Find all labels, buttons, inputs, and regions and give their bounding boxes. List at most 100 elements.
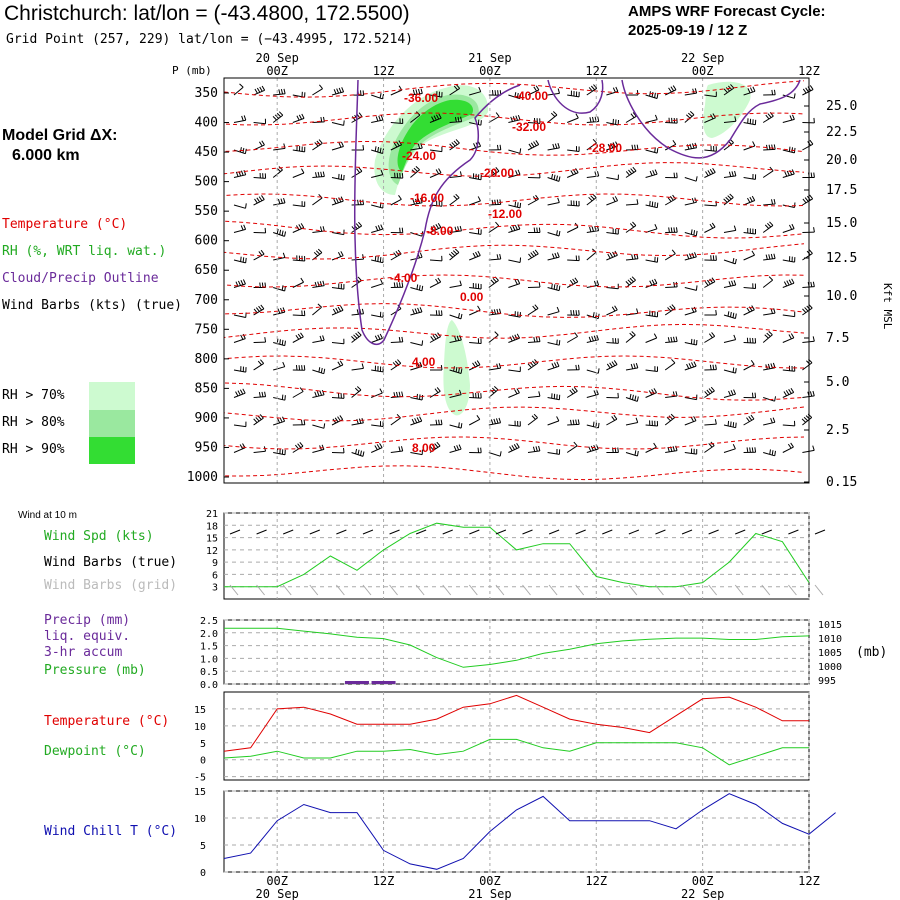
wind-barb-staff <box>763 421 776 426</box>
wind-barb-feather <box>516 442 520 448</box>
surface-wind-barb <box>256 529 267 535</box>
wind-barb-feather <box>478 141 482 147</box>
height-tick-label: 12.5 <box>826 251 857 266</box>
wind-barb-staff <box>723 393 736 398</box>
wind-barb-feather <box>789 115 793 121</box>
surface-wind-barb <box>708 529 719 535</box>
wind-barb-feather <box>731 280 734 286</box>
wind-barb-staff <box>371 392 383 398</box>
wind-barb-feather <box>455 139 460 144</box>
wind-barb-feather <box>240 279 244 285</box>
wind-barb-staff <box>273 147 286 151</box>
wind-barb-feather <box>527 363 532 368</box>
wind-barb-feather <box>693 416 697 421</box>
wind-barb-feather <box>767 113 772 118</box>
wind-barb-staff <box>645 282 658 288</box>
wind-barb-feather <box>751 250 755 256</box>
wind-barb-staff <box>704 94 717 98</box>
wind-barb-staff <box>312 175 325 178</box>
wind-barb-feather <box>625 281 630 286</box>
wind-barb-feather <box>536 227 538 233</box>
wind-barb-staff <box>351 313 364 316</box>
wind-barb-staff <box>586 87 598 96</box>
wind-barb-feather <box>630 113 635 118</box>
wind-barb-feather <box>813 172 815 178</box>
wind-barb-feather <box>261 195 265 200</box>
wind-barb-feather <box>322 335 325 341</box>
wind-barb-feather <box>517 202 519 208</box>
wind-barb-feather <box>732 312 735 318</box>
surface-wind-barb <box>469 529 480 535</box>
wind-barb-staff <box>390 253 402 261</box>
wind-barb-feather <box>359 199 362 205</box>
surface-wind-barb-grid <box>282 584 292 596</box>
wind-barb-feather <box>358 112 363 117</box>
wind-barb-feather <box>686 363 690 369</box>
wind-barb-feather <box>451 142 456 147</box>
wind-barb-feather <box>629 332 634 337</box>
wind-barb-feather <box>554 143 558 149</box>
wind-barb-feather <box>596 280 600 286</box>
pressure-axis-title: P (mb) <box>172 64 212 77</box>
wind-barb-staff <box>743 309 755 316</box>
wind-barb-staff <box>762 225 774 233</box>
wind-barb-staff <box>625 115 637 123</box>
wind-barb-staff <box>743 418 755 426</box>
wind-barb-feather <box>556 306 560 312</box>
wind-barb-staff <box>547 114 558 123</box>
bottom-date-label: 21 Sep <box>468 887 511 900</box>
wind-barb-feather <box>240 256 242 262</box>
wind-barb-staff <box>547 311 560 316</box>
wind-barb-feather <box>475 251 479 257</box>
wind-barb-staff <box>645 173 658 178</box>
wind-barb-feather <box>398 336 401 343</box>
wind-barb-feather <box>670 227 673 233</box>
wind-barb-feather <box>750 414 755 420</box>
wind-barb-feather <box>358 418 362 424</box>
wind-barb-feather <box>784 171 788 177</box>
wind-barb-feather <box>533 227 536 233</box>
wind-barb-staff <box>762 170 774 178</box>
wind-barb-feather <box>675 281 678 287</box>
wind-barb-feather <box>282 416 286 422</box>
rh-shading-4 <box>703 81 751 138</box>
wind-barb-feather <box>477 447 480 453</box>
wind-barb-staff <box>292 149 305 153</box>
wind-barb-staff <box>763 312 776 316</box>
wind-barb-staff <box>567 423 580 426</box>
wind-barb-feather <box>596 334 599 340</box>
wind-barb-feather <box>418 285 421 291</box>
wind-barb-feather <box>804 197 809 202</box>
wind-barb-feather <box>791 169 795 175</box>
wind-barb-staff <box>312 369 324 375</box>
wind-barb-feather <box>558 176 561 182</box>
wind-barb-feather <box>615 141 619 147</box>
wind-barb-feather <box>258 196 263 202</box>
wind-barb-feather <box>431 116 435 122</box>
wind-barb-feather <box>653 333 658 339</box>
wind-barb-feather <box>731 171 734 177</box>
wind-barb-feather <box>314 281 318 287</box>
wind-barb-feather <box>691 198 695 204</box>
wind-barb-staff <box>253 308 265 316</box>
wind-barb-feather <box>319 335 323 341</box>
wind-barb-feather <box>255 417 260 422</box>
wind-barb-feather <box>511 335 516 341</box>
wind-barb-feather <box>578 310 580 316</box>
wind-barb-feather <box>438 419 440 425</box>
wind-barb-feather <box>533 337 536 343</box>
wind-barb-feather <box>295 334 300 340</box>
wind-barb-feather <box>398 391 401 397</box>
pressure-panel-frame <box>223 619 810 685</box>
surface-wind-barb-grid <box>575 584 585 596</box>
wind-y-tick-label: 21 <box>206 509 218 520</box>
wind-barb-staff <box>390 198 402 206</box>
wind-barb-feather <box>611 306 616 312</box>
wind-barb-staff <box>449 175 462 178</box>
wind-barb-feather <box>767 363 771 369</box>
temperature-contour-label: -4.00 <box>390 271 418 285</box>
wind-barb-feather <box>455 366 458 373</box>
wind-barb-staff <box>684 201 697 206</box>
isotherm-line <box>223 80 805 98</box>
surface-wind-barb-grid <box>548 584 558 596</box>
